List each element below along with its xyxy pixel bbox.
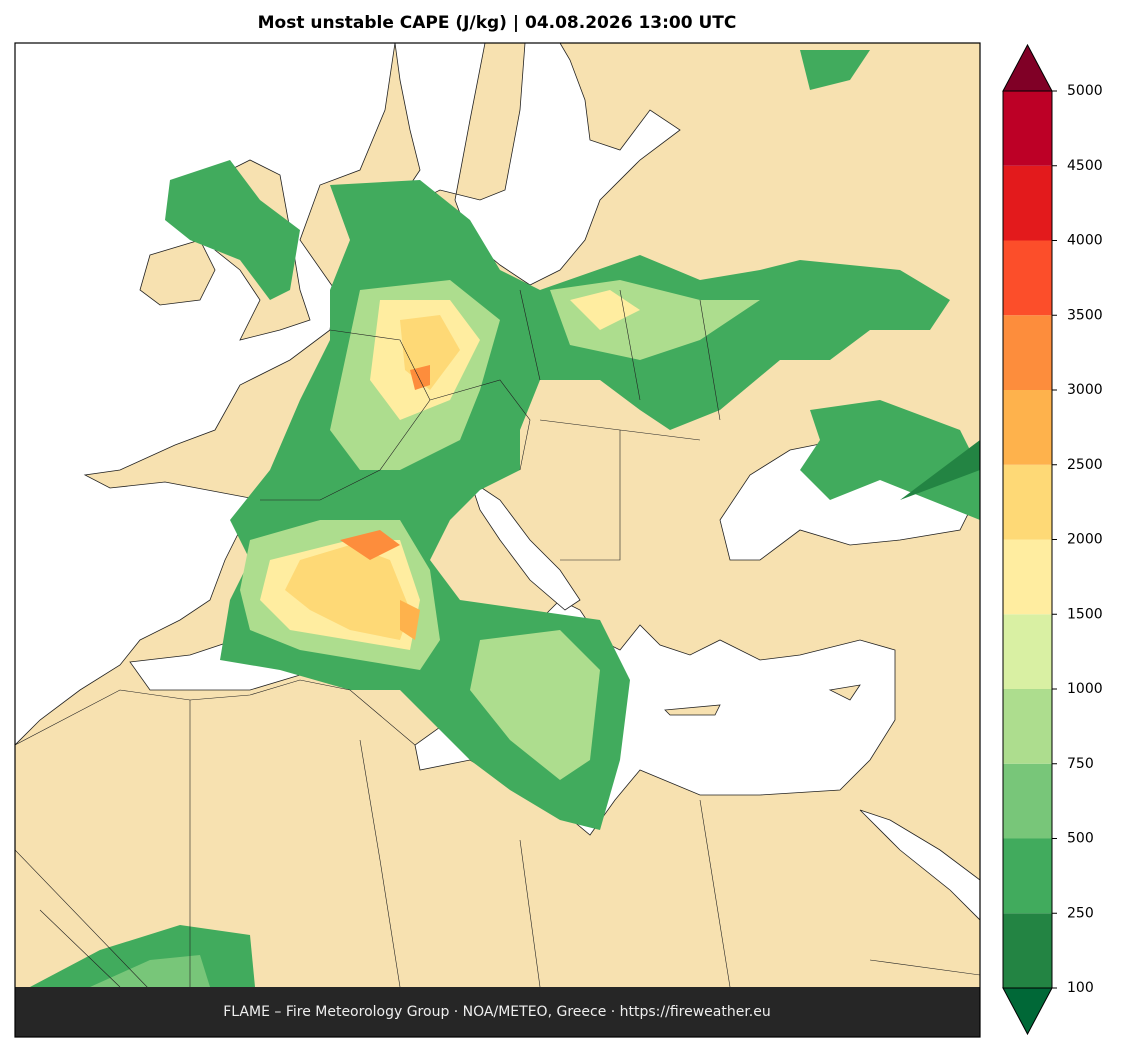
colorbar-tick-label: 2500: [1067, 457, 1103, 473]
colorbar-band: [1003, 539, 1052, 615]
colorbar-band: [1003, 315, 1052, 390]
colorbar-tick-label: 1500: [1067, 606, 1103, 622]
map-title: Most unstable CAPE (J/kg) | 04.08.2026 1…: [258, 13, 737, 33]
colorbar-tick-label: 250: [1067, 905, 1094, 921]
map-frame: [14, 42, 981, 1038]
colorbar-band: [1003, 838, 1052, 914]
footer-text: FLAME – Fire Meteorology Group · NOA/MET…: [223, 1004, 771, 1020]
colorbar-extend-over: [1002, 43, 1053, 92]
colorbar-tick-label: 500: [1067, 831, 1094, 847]
colorbar: 100 250 500 750 1000 1500 2000 2500 3000 3500 4000…: [1002, 43, 1103, 1036]
colorbar-band: [1003, 913, 1052, 988]
colorbar-tick-label: 750: [1067, 756, 1094, 772]
colorbar-tick-label: 4500: [1067, 158, 1103, 174]
colorbar-band: [1003, 689, 1052, 764]
colorbar-band: [1003, 763, 1052, 839]
map: FLAME – Fire Meteorology Group · NOA/MET…: [15, 43, 980, 1037]
footer-bar: [15, 987, 980, 1037]
colorbar-tick-label: 5000: [1067, 83, 1103, 99]
colorbar-band: [1003, 91, 1052, 166]
colorbar-tick-label: 3500: [1067, 307, 1103, 323]
colorbar-band: [1003, 464, 1052, 540]
colorbar-band: [1003, 240, 1052, 316]
colorbar-tick-label: 100: [1067, 980, 1094, 996]
colorbar-tick-label: 4000: [1067, 233, 1103, 249]
colorbar-tick-label: 3000: [1067, 382, 1103, 398]
colorbar-tick-label: 2000: [1067, 532, 1103, 548]
colorbar-band: [1003, 390, 1052, 465]
colorbar-band: [1003, 165, 1052, 241]
borders: [15, 289, 980, 991]
colorbar-band: [1003, 614, 1052, 689]
colorbar-extend-under: [1002, 987, 1053, 1036]
colorbar-tick-label: 1000: [1067, 681, 1103, 697]
cape-field: [30, 50, 980, 987]
